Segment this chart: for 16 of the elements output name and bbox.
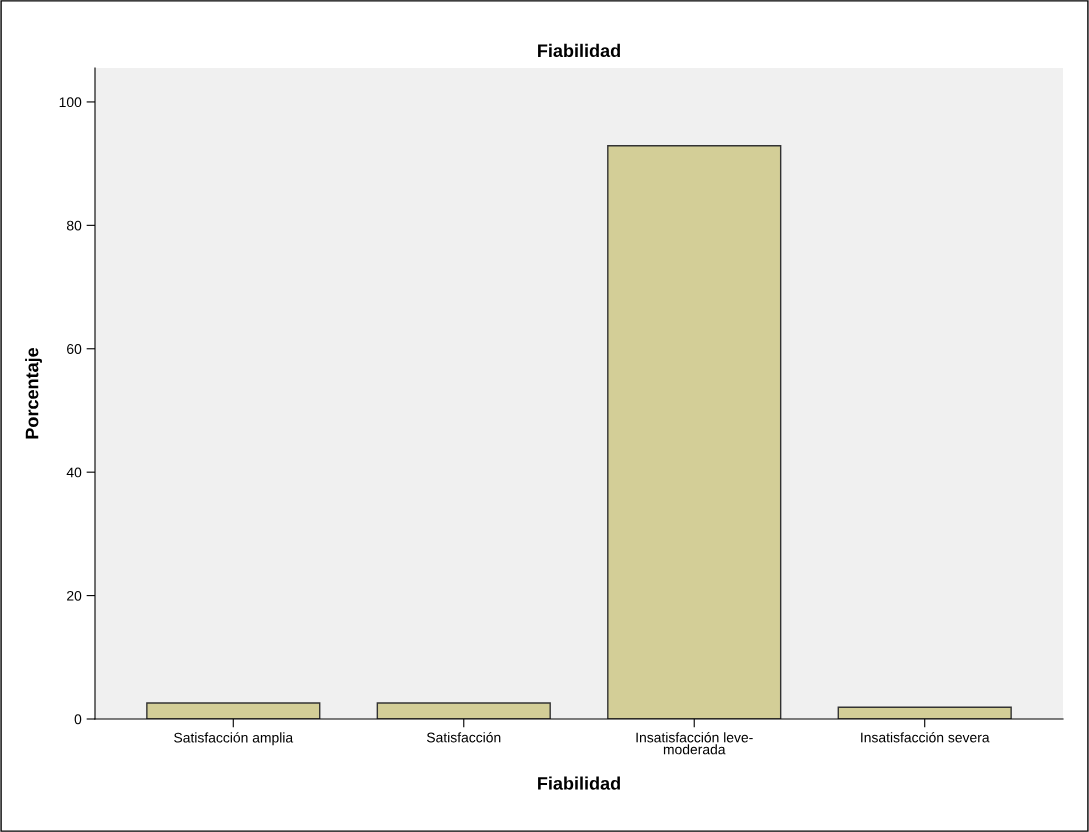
chart-title: Fiabilidad [538,43,620,58]
x-tick-label: Satisfacción [426,732,501,743]
y-tick-label: 100 [59,97,82,108]
bar [146,702,321,719]
bar [607,145,782,719]
y-tick-label: 20 [67,590,82,601]
y-tick-label: 60 [67,344,82,354]
bar [376,702,551,719]
y-tick-label: 40 [66,467,82,478]
x-tick-label: Satisfacción amplia [174,732,294,746]
y-axis-title: Porcentaje [25,347,42,439]
y-tick-label: 0 [74,714,82,725]
x-axis-title: Fiabilidad [538,776,620,790]
x-tick-label: Insatisfacción leve- moderada [636,732,753,755]
y-tick-label: 80 [66,220,82,231]
x-tick-label: Insatisfacción severa [861,732,990,743]
